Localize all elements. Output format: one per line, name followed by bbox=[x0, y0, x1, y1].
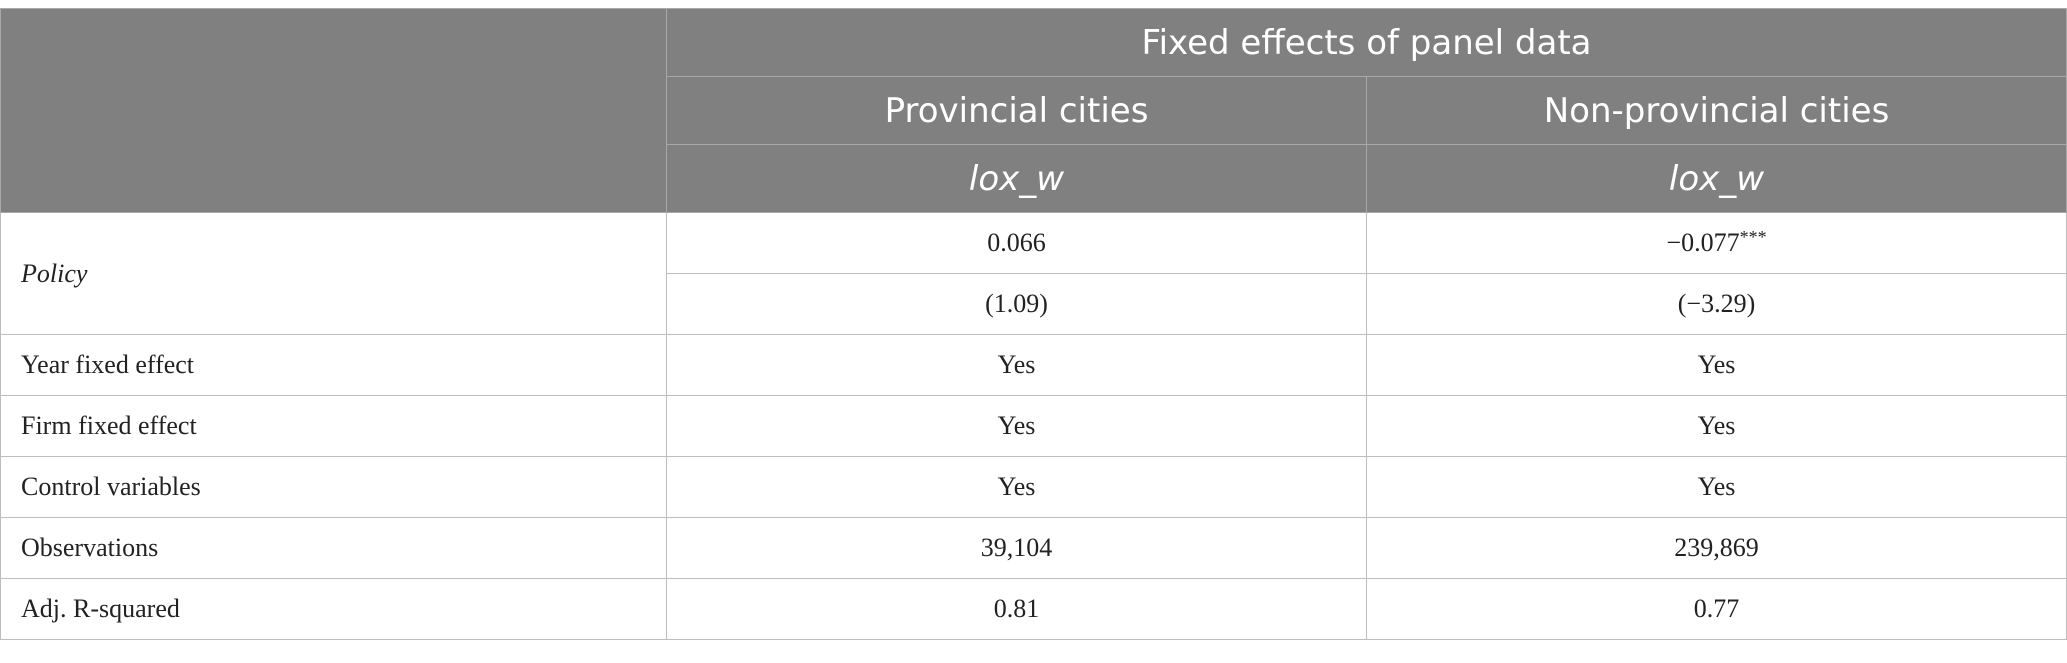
table-row-policy-tstat: (1.09) (−3.29) bbox=[1, 273, 2067, 335]
controls-non-provincial: Yes bbox=[1366, 456, 2067, 518]
group-title: Fixed effects of panel data bbox=[666, 8, 2067, 77]
year-fe-non-provincial: Yes bbox=[1366, 334, 2067, 396]
row-label-policy: Policy bbox=[0, 212, 667, 335]
coef-value: 0.066 bbox=[987, 228, 1046, 257]
observations-non-provincial: 239,869 bbox=[1366, 517, 2067, 579]
policy-tstat-provincial: (1.09) bbox=[666, 273, 1367, 335]
policy-coef-provincial: 0.066 bbox=[666, 212, 1367, 274]
adj-r2-provincial: 0.81 bbox=[666, 578, 1367, 640]
row-label-observations: Observations bbox=[0, 517, 667, 579]
column-header-non-provincial: Non-provincial cities bbox=[1366, 76, 2067, 145]
row-label-firm-fe: Firm fixed effect bbox=[0, 395, 667, 457]
row-label-controls: Control variables bbox=[0, 456, 667, 518]
header-row-columns: Provincial cities Non-provincial cities bbox=[1, 76, 2067, 145]
controls-provincial: Yes bbox=[666, 456, 1367, 518]
table-row-policy-coef: Policy 0.066 −0.077*** bbox=[0, 212, 2067, 335]
policy-tstat-non-provincial: (−3.29) bbox=[1366, 273, 2067, 335]
year-fe-provincial: Yes bbox=[666, 334, 1367, 396]
header-corner-cell bbox=[0, 8, 667, 213]
table-row-observations: Observations 39,104 239,869 bbox=[0, 517, 2067, 579]
firm-fe-non-provincial: Yes bbox=[1366, 395, 2067, 457]
coef-value: −0.077 bbox=[1666, 228, 1740, 257]
row-label-adj-r2: Adj. R-squared bbox=[0, 578, 667, 640]
regression-table: Fixed effects of panel data Provincial c… bbox=[0, 8, 2067, 640]
header-row-dependent: lox_w lox_w bbox=[1, 144, 2067, 213]
observations-provincial: 39,104 bbox=[666, 517, 1367, 579]
significance-stars: *** bbox=[1739, 227, 1767, 247]
column-header-provincial: Provincial cities bbox=[666, 76, 1367, 145]
dependent-var-non-provincial: lox_w bbox=[1366, 144, 2067, 213]
dependent-var-provincial: lox_w bbox=[666, 144, 1367, 213]
policy-coef-non-provincial: −0.077*** bbox=[1366, 212, 2067, 274]
table-row-year-fe: Year fixed effect Yes Yes bbox=[0, 334, 2067, 396]
firm-fe-provincial: Yes bbox=[666, 395, 1367, 457]
adj-r2-non-provincial: 0.77 bbox=[1366, 578, 2067, 640]
header-row-group: Fixed effects of panel data bbox=[0, 8, 2067, 213]
row-label-year-fe: Year fixed effect bbox=[0, 334, 667, 396]
table-row-controls: Control variables Yes Yes bbox=[0, 456, 2067, 518]
table-row-firm-fe: Firm fixed effect Yes Yes bbox=[0, 395, 2067, 457]
table-row-adj-r2: Adj. R-squared 0.81 0.77 bbox=[0, 578, 2067, 640]
